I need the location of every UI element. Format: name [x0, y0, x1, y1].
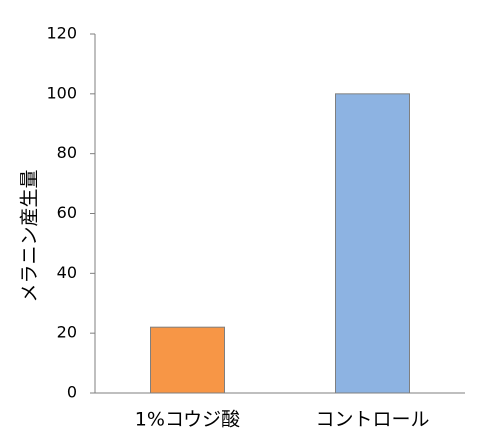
y-tick-label: 0 [67, 383, 77, 402]
bar [335, 93, 410, 394]
bar [150, 326, 225, 394]
y-tick-label: 60 [57, 203, 77, 222]
x-tick-label: コントロール [315, 409, 429, 431]
y-tick-label: 20 [57, 323, 77, 342]
y-axis-label: メラニン産生量 [19, 169, 41, 302]
y-tick-label: 120 [46, 24, 77, 43]
y-tick-label: 40 [57, 263, 77, 282]
y-tick-label: 80 [57, 143, 77, 162]
x-tick-label: 1%コウジ酸 [135, 409, 240, 431]
y-tick-label: 100 [46, 83, 77, 102]
